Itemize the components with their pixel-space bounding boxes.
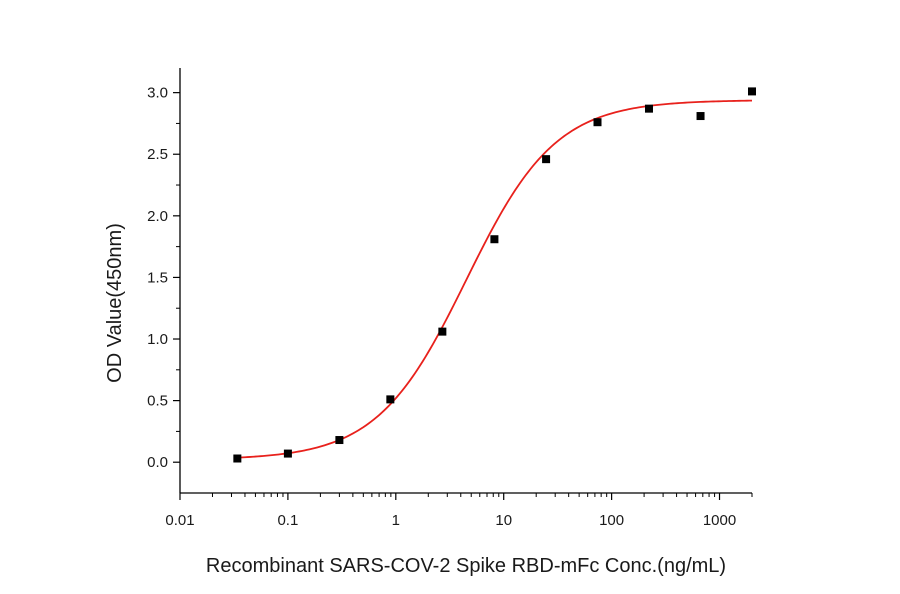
axes [179, 68, 752, 494]
fit-curve-group [237, 99, 753, 459]
y-tick-label: 0.5 [147, 393, 168, 410]
data-point [542, 155, 551, 164]
fit-curve [237, 99, 753, 459]
y-tick-label: 3.0 [147, 85, 168, 102]
x-tick-label: 10 [495, 512, 512, 529]
x-tick-label: 1000 [703, 512, 736, 529]
y-tick-label: 2.5 [147, 146, 168, 163]
y-tick-label: 1.5 [147, 269, 168, 286]
y-tick-label: 2.0 [147, 208, 168, 225]
x-tick-label: 0.01 [165, 512, 194, 529]
data-points [233, 87, 756, 463]
x-axis-label: Recombinant SARS-COV-2 Spike RBD-mFc Con… [206, 555, 726, 577]
y-axis-label: OD Value(450nm) [104, 223, 126, 383]
data-point [748, 87, 756, 96]
data-point [233, 454, 242, 463]
y-tick-label: 1.0 [147, 331, 168, 348]
data-point [696, 112, 705, 121]
data-point [283, 449, 292, 458]
x-tick-label: 0.1 [277, 512, 298, 529]
data-point [644, 104, 653, 113]
data-point [438, 327, 447, 336]
ticks: 0.01 0.1 1 10 100 1000 0.0 0.5 1.0 1.5 2.0 2.5 3.0 [147, 85, 753, 529]
data-point [593, 118, 602, 127]
data-point [490, 235, 499, 244]
data-point [386, 395, 395, 404]
y-tick-label: 0.0 [147, 454, 168, 471]
data-point [335, 436, 344, 445]
x-tick-label: 100 [599, 512, 624, 529]
x-tick-label: 1 [392, 512, 400, 529]
